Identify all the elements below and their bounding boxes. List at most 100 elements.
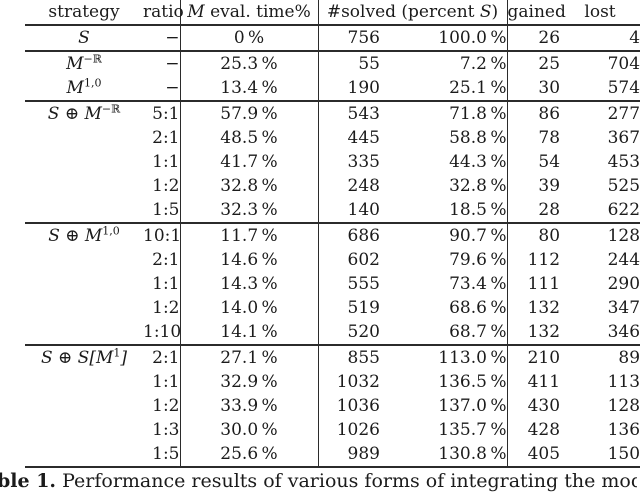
eval-time-cell: 0 % [179, 25, 318, 52]
ratio-cell: 1:1 [152, 274, 180, 294]
strategy-cell [25, 126, 143, 150]
eval-time-cell: 27.1 % [179, 345, 318, 370]
header-eval-time-label: eval. time% [204, 2, 311, 22]
table-row: S ⊕ S[M1] 2:1 27.1 % 855 113.0 % 210 89 [25, 345, 640, 370]
lost-cell: 574 [560, 76, 640, 102]
gained-cell: 26 [506, 25, 561, 52]
lost-cell: 367 [607, 128, 640, 148]
percent-cell: 18.5 % [380, 198, 508, 224]
eval-time-cell: 57.9 % [179, 101, 318, 126]
strategy-cell [25, 174, 143, 198]
strategy-cell [25, 394, 143, 418]
percent-cell: 68.6 % [449, 298, 507, 318]
table-row: S − 0 % 756 100.0 % 26 4 [25, 25, 640, 52]
lost-cell: 277 [607, 104, 640, 124]
ratio-cell: 1:5 [143, 198, 180, 224]
script-m-symbol: M [187, 2, 205, 22]
lost-cell: 453 [607, 152, 640, 172]
solved-cell: 445 [317, 126, 380, 150]
percent-cell: 7.2 % [459, 54, 507, 74]
lost-cell: 150 [560, 442, 640, 468]
strategy-cell [25, 442, 143, 468]
table-row: 1:5 32.3 % 140 18.5 % 28 622 [25, 198, 640, 224]
ratio-cell: 5:1 [152, 104, 180, 124]
percent-cell: 58.8 % [449, 128, 507, 148]
caption-text: Performance results of various forms of … [56, 470, 637, 492]
strategy-cell [25, 150, 143, 174]
table-row: 1:1 41.7 % 335 44.3 % 54 453 [25, 150, 640, 174]
solved-cell: 756 [317, 25, 380, 52]
lost-cell: 622 [560, 198, 640, 224]
strategy-cell [25, 248, 143, 272]
solved-cell: 519 [317, 296, 380, 320]
lost-cell: 290 [607, 274, 640, 294]
script-s-symbol: S [479, 2, 492, 22]
eval-time-cell: 25.3 % [179, 51, 318, 76]
strategy-cell: S ⊕ M1,0 [25, 223, 143, 248]
lost-cell: 346 [560, 320, 640, 346]
strategy-label: M [66, 78, 84, 98]
percent-cell: 79.6 % [449, 250, 507, 270]
strategy-cell: S [25, 25, 143, 52]
strategy-cell: M1,0 [25, 76, 143, 102]
table-row: 1:5 25.6 % 989 130.8 % 405 150 [25, 442, 640, 468]
header-solved-close: ) [491, 2, 499, 22]
percent-cell: 100.0 % [380, 25, 508, 52]
ratio-cell: 1:3 [152, 420, 180, 440]
solved-cell: 855 [317, 345, 380, 370]
strategy-superscript: 1,0 [102, 224, 120, 238]
strategy-cell [25, 418, 143, 442]
eval-time-cell: 32.8 % [179, 174, 318, 198]
lost-cell: 89 [618, 348, 640, 368]
gained-cell: 411 [506, 370, 561, 394]
gained-cell: 39 [506, 174, 561, 198]
eval-time-cell: 14.3 % [179, 272, 318, 296]
solved-cell: 55 [317, 51, 380, 76]
table-header-row: strategy ratio M eval. time% #solved (pe… [25, 0, 640, 26]
strategy-cell: M−ℝ [25, 51, 143, 76]
ratio-cell: 2:1 [152, 250, 180, 270]
table-row: 2:1 14.6 % 602 79.6 % 112 244 [25, 248, 640, 272]
gained-cell: 78 [506, 126, 561, 150]
solved-cell: 190 [317, 76, 380, 102]
strategy-cell [25, 320, 143, 346]
table-row: 1:10 14.1 % 520 68.7 % 132 346 [25, 320, 640, 346]
table-row: S ⊕ M−ℝ 5:1 57.9 % 543 71.8 % 86 277 [25, 101, 640, 126]
solved-cell: 989 [317, 442, 380, 468]
percent-cell: 25.1 % [380, 76, 508, 102]
eval-time-cell: 33.9 % [179, 394, 318, 418]
solved-cell: 543 [317, 101, 380, 126]
eval-time-cell: 32.3 % [179, 198, 318, 224]
header-gained: gained [506, 0, 566, 26]
gained-cell: 132 [506, 296, 561, 320]
header-lost: lost [560, 0, 640, 26]
strategy-superscript: −ℝ [101, 102, 121, 116]
strategy-cell [25, 370, 143, 394]
strategy-label: S [78, 28, 90, 48]
eval-time-cell: 13.4 % [179, 76, 318, 102]
solved-cell: 1032 [317, 370, 380, 394]
table-row: 1:2 33.9 % 1036 137.0 % 430 128 [25, 394, 640, 418]
lost-cell: 4 [560, 25, 640, 52]
solved-cell: 686 [317, 223, 380, 248]
header-eval-time: M eval. time% [179, 0, 318, 26]
strategy-label: S ⊕ M [48, 226, 103, 246]
gained-cell: 25 [506, 51, 561, 76]
solved-cell: 248 [317, 174, 380, 198]
strategy-superscript: −ℝ [83, 52, 102, 66]
eval-time-cell: 11.7 % [179, 223, 318, 248]
gained-cell: 80 [506, 223, 561, 248]
lost-cell: 113 [607, 372, 640, 392]
gained-cell: 112 [506, 248, 561, 272]
gained-cell: 30 [506, 76, 561, 102]
strategy-superscript: 1,0 [83, 76, 102, 90]
solved-cell: 555 [317, 272, 380, 296]
lost-cell: 525 [607, 176, 640, 196]
eval-time-cell: 48.5 % [179, 126, 318, 150]
strategy-cell [25, 198, 143, 224]
solved-cell: 1026 [317, 418, 380, 442]
caption-label: ble 1. [0, 470, 57, 492]
percent-cell: 68.7 % [380, 320, 508, 346]
table-row: 1:2 14.0 % 519 68.6 % 132 347 [25, 296, 640, 320]
eval-time-cell: 32.9 % [179, 370, 318, 394]
